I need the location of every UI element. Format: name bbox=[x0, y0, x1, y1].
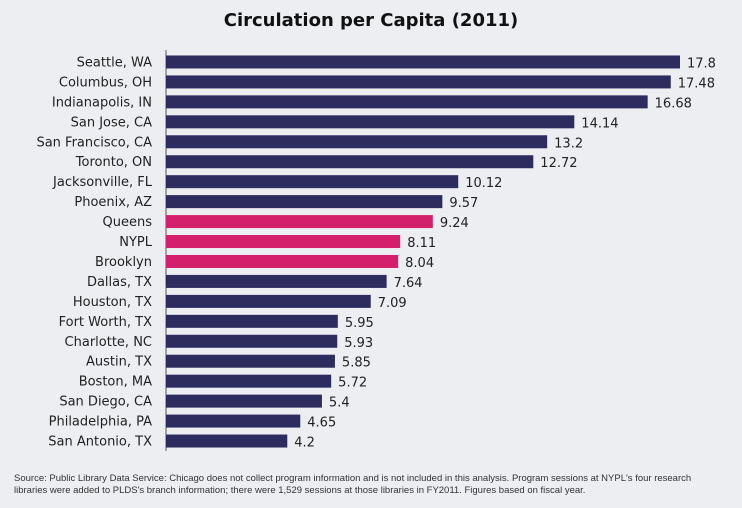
value-label: 7.09 bbox=[378, 296, 407, 311]
category-label: San Diego, CA bbox=[59, 395, 152, 410]
value-label: 5.93 bbox=[344, 336, 373, 351]
chart-title: Circulation per Capita (2011) bbox=[223, 10, 519, 31]
value-label: 13.2 bbox=[554, 136, 583, 151]
category-label: Queens bbox=[103, 215, 153, 230]
value-label: 5.4 bbox=[329, 396, 350, 411]
category-label: Dallas, TX bbox=[87, 275, 152, 290]
bar bbox=[166, 115, 575, 129]
bar bbox=[166, 354, 335, 368]
category-label: Indianapolis, IN bbox=[52, 95, 152, 110]
bar bbox=[166, 195, 443, 209]
category-label: Houston, TX bbox=[73, 295, 152, 310]
bar bbox=[166, 175, 459, 189]
category-label: Seattle, WA bbox=[77, 55, 152, 70]
bar-chart: Seattle, WA 17.8 Columbus, OH 17.48 Indianap… bbox=[36, 50, 716, 451]
bar bbox=[166, 135, 548, 149]
category-label: Boston, MA bbox=[79, 375, 152, 390]
bar bbox=[166, 95, 648, 109]
source-note-line-1: Source: Public Library Data Service: Chi… bbox=[14, 473, 692, 484]
category-label: San Antonio, TX bbox=[48, 435, 152, 450]
bar bbox=[166, 235, 401, 249]
value-label: 12.72 bbox=[540, 156, 577, 171]
value-label: 9.24 bbox=[440, 216, 469, 231]
category-label: San Jose, CA bbox=[71, 115, 152, 130]
value-label: 4.2 bbox=[294, 436, 315, 451]
category-label: NYPL bbox=[119, 235, 153, 250]
bar bbox=[166, 374, 332, 388]
value-label: 8.11 bbox=[407, 236, 436, 251]
bar bbox=[166, 434, 288, 448]
value-label: 5.95 bbox=[345, 316, 374, 331]
bar bbox=[166, 274, 387, 288]
category-label: Fort Worth, TX bbox=[59, 315, 152, 330]
category-label: Jacksonville, FL bbox=[52, 175, 153, 190]
bar bbox=[166, 314, 338, 328]
value-label: 5.72 bbox=[338, 376, 367, 391]
category-label: Philadelphia, PA bbox=[49, 415, 152, 430]
bar bbox=[166, 394, 322, 408]
value-label: 17.8 bbox=[687, 56, 716, 71]
bar bbox=[166, 75, 671, 89]
value-label: 5.85 bbox=[342, 356, 371, 371]
value-label: 10.12 bbox=[465, 176, 502, 191]
category-label: San Francisco, CA bbox=[36, 135, 152, 150]
bar bbox=[166, 294, 371, 308]
bar bbox=[166, 334, 338, 348]
bar bbox=[166, 55, 680, 69]
value-label: 17.48 bbox=[678, 76, 715, 91]
bar bbox=[166, 155, 534, 169]
source-note-line-2: libraries were added to PLDS's branch in… bbox=[14, 485, 586, 496]
value-label: 16.68 bbox=[655, 96, 692, 111]
category-label: Austin, TX bbox=[86, 355, 152, 370]
source-note: Source: Public Library Data Service: Chi… bbox=[14, 473, 730, 497]
bar bbox=[166, 414, 301, 428]
bar bbox=[166, 215, 433, 229]
category-label: Columbus, OH bbox=[59, 75, 152, 90]
category-label: Phoenix, AZ bbox=[74, 195, 152, 210]
value-label: 4.65 bbox=[307, 416, 336, 431]
value-label: 8.04 bbox=[405, 256, 434, 271]
bar bbox=[166, 254, 399, 268]
value-label: 7.64 bbox=[394, 276, 423, 291]
category-label: Brooklyn bbox=[95, 255, 152, 270]
category-label: Toronto, ON bbox=[75, 155, 152, 170]
value-label: 9.57 bbox=[449, 196, 478, 211]
value-label: 14.14 bbox=[581, 116, 618, 131]
category-label: Charlotte, NC bbox=[65, 335, 152, 350]
